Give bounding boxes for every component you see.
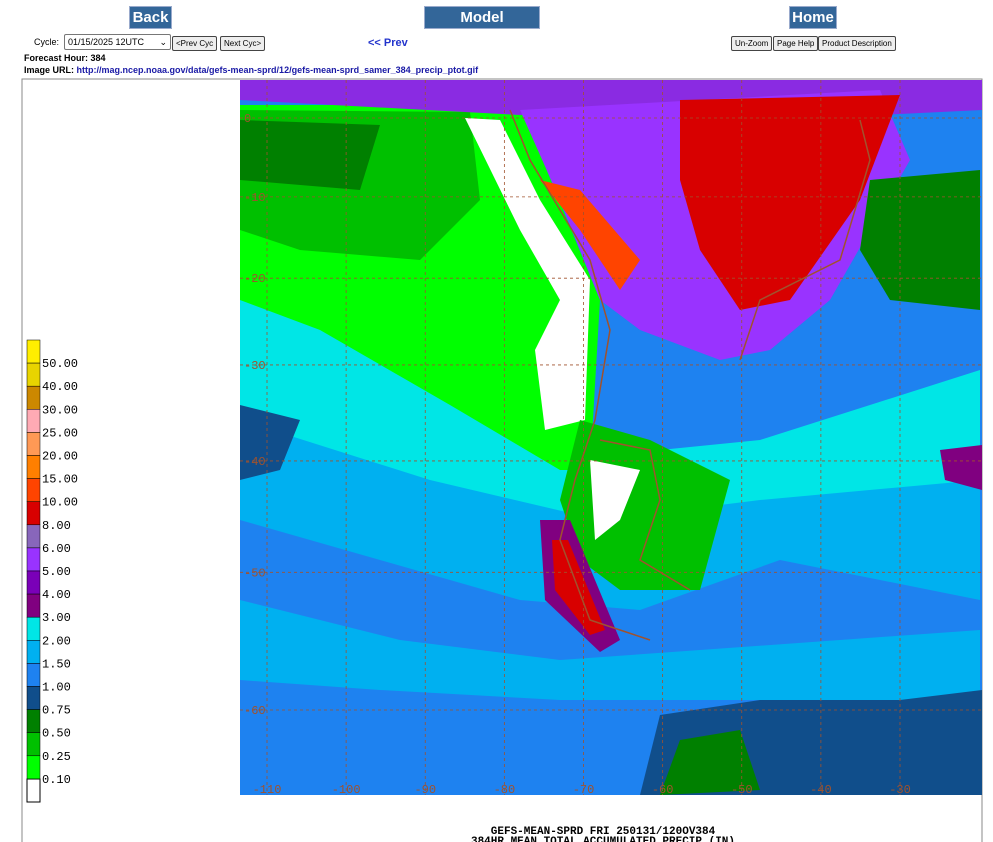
legend-label: 40.00: [42, 380, 78, 394]
precip-05: [240, 120, 380, 190]
legend-label: 1.00: [42, 681, 71, 695]
back-button[interactable]: Back: [129, 6, 172, 29]
image-url-link[interactable]: http://mag.ncep.noaa.gov/data/gefs-mean-…: [76, 65, 479, 75]
legend-swatch: [26, 409, 41, 433]
legend-swatch: [26, 732, 41, 757]
latitude-label: 0: [244, 112, 251, 126]
legend-label: 8.00: [42, 519, 71, 533]
longitude-label: -90: [414, 783, 436, 797]
legend-label: 2.00: [42, 634, 71, 648]
legend-swatch: [26, 663, 41, 687]
legend-swatch: [26, 616, 41, 641]
longitude-label: -40: [810, 783, 832, 797]
legend-swatch: [26, 524, 41, 549]
precip-10: [540, 180, 640, 290]
product-description-button[interactable]: Product Description: [818, 36, 896, 51]
map-caption: 384HR MEAN TOTAL ACCUMULATED PRECIP (IN): [471, 836, 735, 842]
legend-label: 4.00: [42, 588, 71, 602]
legend-label: 0.25: [42, 750, 71, 764]
coastline: [509, 109, 871, 641]
precip-05-south: [660, 730, 760, 795]
cycle-label: Cycle:: [34, 37, 60, 47]
legend-label: 0.50: [42, 727, 71, 741]
precip-15-south: [240, 600, 980, 720]
legend-swatch: [26, 362, 41, 387]
latitude-label: -30: [244, 359, 266, 373]
longitude-label: -30: [889, 783, 911, 797]
home-button[interactable]: Home: [789, 6, 837, 29]
legend-label: 15.00: [42, 473, 78, 487]
legend-swatch: [26, 686, 41, 710]
cycle-value: 01/15/2025 12UTC: [68, 37, 145, 47]
legend-swatch: [26, 501, 41, 526]
legend-swatch: [26, 547, 41, 572]
latitude-label: -40: [244, 455, 266, 469]
legend-swatch: [26, 593, 41, 618]
image-url: Image URL: http://mag.ncep.noaa.gov/data…: [24, 65, 478, 75]
longitude-label: -80: [494, 783, 516, 797]
unzoom-button[interactable]: Un-Zoom: [731, 36, 773, 51]
legend-label: 50.00: [42, 357, 78, 371]
precip-east-patch: [940, 445, 982, 490]
prev-cycle-button[interactable]: <Prev Cyc: [172, 36, 218, 51]
legend-swatch: [26, 385, 41, 410]
latitude-label: -10: [244, 191, 266, 205]
legend-label: 3.00: [42, 611, 71, 625]
latitude-label: -60: [244, 704, 266, 718]
precip-8: [680, 95, 900, 310]
legend-swatch: [26, 432, 41, 456]
legend-swatch: [26, 755, 41, 780]
legend-label: 1.50: [42, 657, 71, 671]
legend-swatch: [26, 339, 41, 364]
image-url-label: Image URL:: [24, 65, 75, 75]
legend-label: 5.00: [42, 565, 71, 579]
precip-patagonia-dry: [590, 460, 640, 540]
latitude-label: -20: [244, 272, 266, 286]
legend-label: 10.00: [42, 496, 78, 510]
page-help-button[interactable]: Page Help: [773, 36, 819, 51]
next-cycle-button[interactable]: Next Cyc>: [220, 36, 266, 51]
longitude-label: -60: [652, 783, 674, 797]
legend-label: 0.10: [42, 773, 71, 787]
forecast-hour: Forecast Hour: 384: [24, 53, 106, 63]
legend-swatch-none: [26, 778, 41, 803]
prev-link[interactable]: << Prev: [368, 37, 408, 49]
latitude-label: -50: [244, 566, 266, 580]
precip-05-east: [860, 170, 980, 310]
legend-label: 6.00: [42, 542, 71, 556]
precip-map: [240, 80, 982, 795]
legend-swatch: [26, 455, 41, 479]
legend-swatch: [26, 640, 41, 664]
title-button[interactable]: Model Guidance: [424, 6, 540, 47]
legend-label: 0.75: [42, 704, 71, 718]
longitude-label: -100: [332, 783, 361, 797]
longitude-label: -110: [253, 783, 282, 797]
map-caption: GEFS-MEAN-SPRD FRI 250131/120OV384: [491, 826, 716, 838]
precip-none: [465, 118, 590, 430]
legend-swatch: [26, 709, 41, 733]
legend-swatch: [26, 570, 41, 595]
legend-label: 30.00: [42, 403, 78, 417]
cycle-select[interactable]: 01/15/2025 12UTC ⌄: [64, 34, 171, 50]
legend-swatch: [26, 478, 41, 502]
longitude-label: -50: [731, 783, 753, 797]
legend-label: 25.00: [42, 426, 78, 440]
legend-label: 20.00: [42, 450, 78, 464]
select-arrow: ⌄: [159, 37, 167, 47]
longitude-label: -70: [573, 783, 595, 797]
